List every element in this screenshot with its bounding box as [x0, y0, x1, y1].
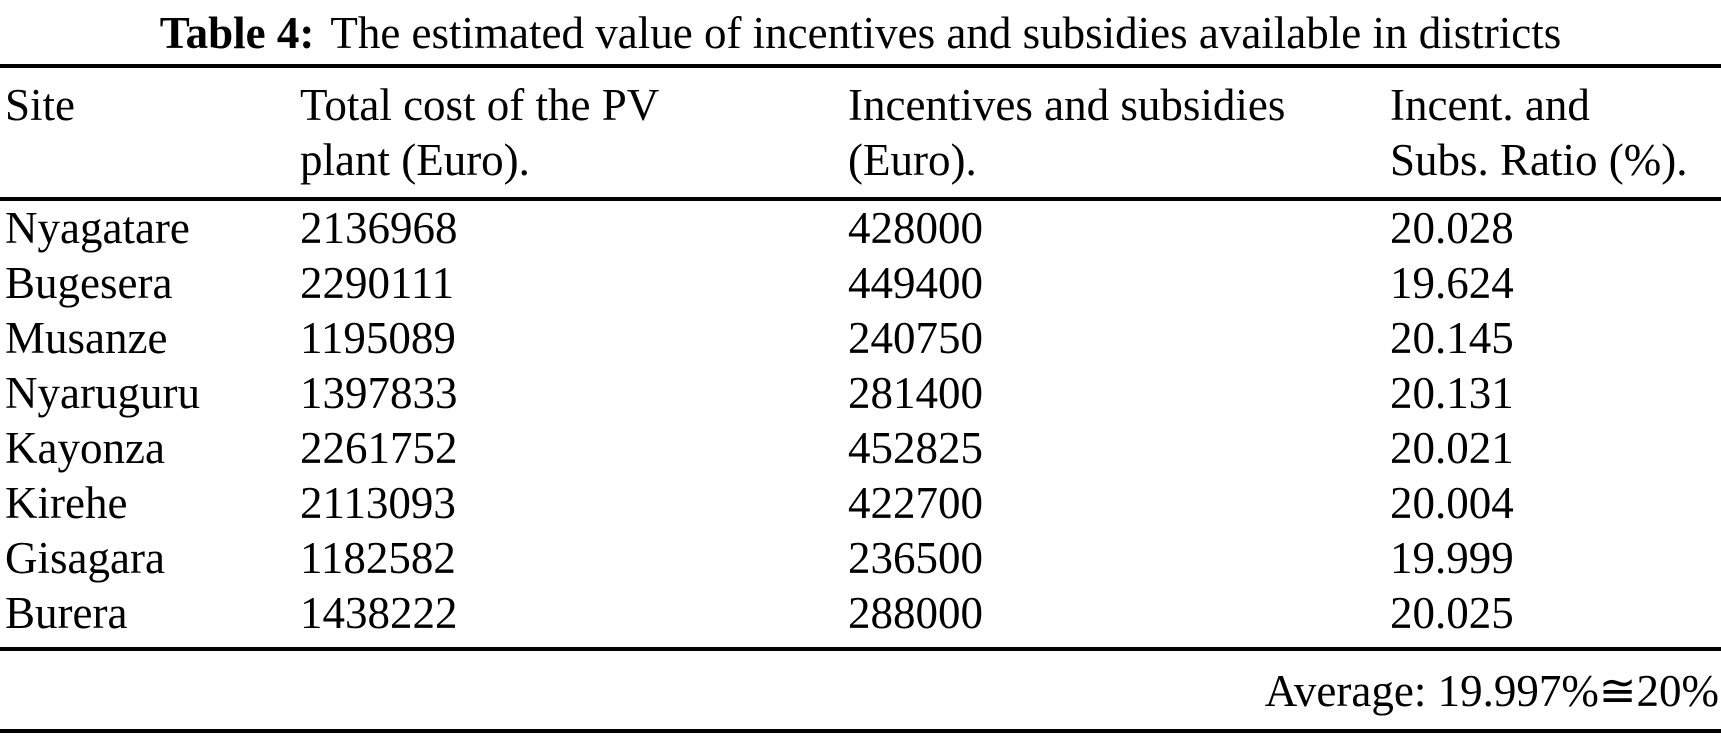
ratio-cell: 19.999 [1390, 533, 1514, 583]
ratio-cell: 20.145 [1390, 313, 1514, 363]
site-cell: Nyaruguru [5, 368, 200, 418]
incentives-cell: 281400 [848, 368, 983, 418]
table-caption-label: Table 4: [159, 8, 315, 58]
total-cost-cell: 1438222 [300, 588, 458, 638]
total-cost-cell: 2290111 [300, 258, 455, 308]
average-note: Average: 19.997%≅20% [1264, 665, 1719, 716]
site-cell: Bugesera [5, 258, 173, 308]
table-row: Kirehe 2113093 422700 20.004 [0, 476, 1721, 531]
total-cost-cell: 2261752 [300, 423, 458, 473]
incentives-cell: 449400 [848, 258, 983, 308]
table-caption-text: The estimated value of incentives and su… [330, 8, 1562, 58]
incentives-cell: 240750 [848, 313, 983, 363]
total-cost-cell: 1195089 [300, 313, 456, 363]
site-cell: Kayonza [5, 423, 165, 473]
total-cost-cell: 2113093 [300, 478, 456, 528]
body-separator-rule [0, 647, 1721, 651]
table-row: Kayonza 2261752 452825 20.021 [0, 421, 1721, 476]
table-row: Musanze 1195089 240750 20.145 [0, 311, 1721, 366]
total-cost-cell: 1397833 [300, 368, 458, 418]
site-cell: Musanze [5, 313, 168, 363]
ratio-cell: 20.004 [1390, 478, 1514, 528]
column-header-incentives: Incentives and subsidies (Euro). [848, 80, 1286, 185]
ratio-cell: 20.025 [1390, 588, 1514, 638]
site-cell: Kirehe [5, 478, 128, 528]
table-row: Burera 1438222 288000 20.025 [0, 586, 1721, 641]
site-cell: Gisagara [5, 533, 165, 583]
table-row: Nyaruguru 1397833 281400 20.131 [0, 366, 1721, 421]
table-row: Gisagara 1182582 236500 19.999 [0, 531, 1721, 586]
total-cost-cell: 2136968 [300, 203, 458, 253]
column-header-total-cost: Total cost of the PV plant (Euro). [300, 80, 660, 185]
header-separator-rule [0, 197, 1721, 201]
table-body: Nyagatare 2136968 428000 20.028 Bugesera… [0, 201, 1721, 647]
ratio-cell: 19.624 [1390, 258, 1514, 308]
ratio-cell: 20.028 [1390, 203, 1514, 253]
column-header-ratio: Incent. and Subs. Ratio (%). [1390, 80, 1688, 185]
table-header: Site Total cost of the PV plant (Euro). … [0, 68, 1721, 197]
table-caption: Table 4: The estimated value of incentive… [0, 0, 1721, 64]
table-row: Bugesera 2290111 449400 19.624 [0, 256, 1721, 311]
total-cost-cell: 1182582 [300, 533, 456, 583]
incentives-cell: 428000 [848, 203, 983, 253]
column-header-site: Site [5, 80, 76, 130]
table-footer: Average: 19.997%≅20% [0, 651, 1721, 729]
site-cell: Burera [5, 588, 128, 638]
table-row: Nyagatare 2136968 428000 20.028 [0, 201, 1721, 256]
ratio-cell: 20.021 [1390, 423, 1514, 473]
table-bottom-rule [0, 729, 1721, 733]
incentives-cell: 422700 [848, 478, 983, 528]
incentives-cell: 452825 [848, 423, 983, 473]
ratio-cell: 20.131 [1390, 368, 1514, 418]
site-cell: Nyagatare [5, 203, 190, 253]
incentives-cell: 288000 [848, 588, 983, 638]
table-top-rule [0, 64, 1721, 68]
incentives-cell: 236500 [848, 533, 983, 583]
